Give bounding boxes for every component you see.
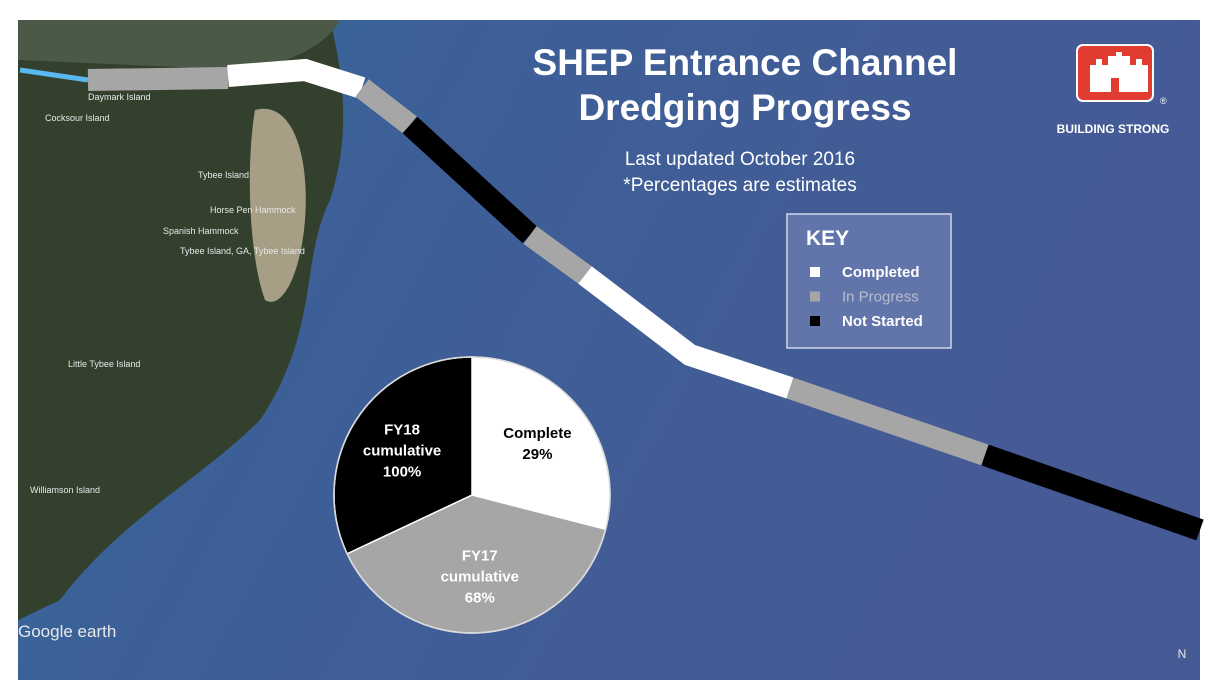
map-label: Tybee Island, GA, Tybee Island: [180, 246, 305, 256]
key-swatch: [810, 267, 820, 277]
subtitle-line: *Percentages are estimates: [623, 175, 856, 196]
subtitle-line: Last updated October 2016: [625, 149, 855, 170]
map-credit: Google earth: [18, 622, 116, 641]
key-label: In Progress: [842, 289, 919, 306]
key-label: Not Started: [842, 313, 923, 330]
title-line: SHEP Entrance Channel: [533, 42, 958, 83]
slice-value: 100%: [354, 461, 450, 482]
slice-name: Complete: [489, 423, 585, 444]
key-title: KEY: [806, 227, 849, 250]
slice-name: FY18 cumulative: [354, 419, 450, 461]
map-label: Little Tybee Island: [68, 359, 140, 369]
map-label: Horse Pen Hammock: [210, 205, 296, 215]
map-label: Tybee Island: [198, 170, 249, 180]
page: SHEP Entrance Channel Dredging Progress …: [0, 0, 1221, 691]
slice-name: FY17 cumulative: [432, 546, 528, 588]
key-swatch: [810, 316, 820, 326]
map-label: Cocksour Island: [45, 113, 110, 123]
key-swatch: [810, 292, 820, 302]
map-label: Spanish Hammock: [163, 226, 239, 236]
title-line: Dredging Progress: [578, 87, 911, 128]
map-label: Williamson Island: [30, 485, 100, 495]
slide: SHEP Entrance Channel Dredging Progress …: [0, 0, 1221, 691]
map-label: Daymark Island: [88, 92, 151, 102]
slice-value: 29%: [489, 444, 585, 465]
logo-text: BUILDING STRONG: [1057, 122, 1170, 136]
slice-value: 68%: [432, 588, 528, 609]
north-label: N: [1178, 647, 1187, 661]
key-label: Completed: [842, 264, 920, 281]
logo-mark: ®: [1160, 96, 1167, 106]
